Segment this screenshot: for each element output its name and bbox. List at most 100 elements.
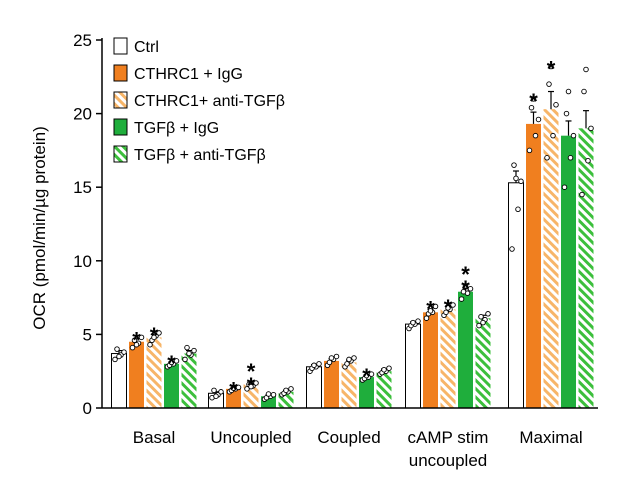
data-point [368,371,375,377]
y-tick-label: 20 [73,105,92,124]
bar [475,318,491,408]
data-point [129,344,136,351]
data-point [485,311,491,317]
bar [181,353,197,408]
significance-star: * [426,296,435,321]
data-point [248,383,254,390]
data-point [526,147,533,154]
data-point [518,178,524,185]
category-label: Basal [133,428,176,447]
data-point [270,392,277,398]
data-point [283,387,289,394]
data-point [553,102,559,108]
data-point [462,283,469,289]
data-point [410,319,416,326]
data-point [567,155,574,161]
data-point [515,206,521,213]
bar [376,371,392,408]
data-point [112,356,118,363]
bar [440,309,456,408]
category-label: Maximal [519,428,582,447]
significance-star: * [229,377,238,402]
legend-label: Ctrl [134,39,159,56]
data-point [147,341,153,348]
bar [526,123,541,409]
data-point [579,191,585,198]
data-point [561,184,568,190]
data-point [460,288,467,295]
data-point [265,391,272,397]
data-point [351,355,357,361]
data-point [467,286,474,292]
bar [578,128,594,408]
bar [359,377,374,408]
plot-area: ************* [111,56,594,409]
data-point [213,393,219,399]
bar [508,182,524,409]
legend-swatch [113,91,128,109]
data-point [182,356,188,363]
legend-label: CTHRC1 + IgG [134,66,243,83]
legend-label: TGFβ + anti-TGFβ [134,147,266,164]
y-tick-label: 5 [83,325,92,344]
data-point [116,353,122,360]
legend-swatch [113,37,128,55]
axes: 0 5 10 15 20 25 Basal Uncoupled Coupled cAMP stim… [73,31,598,470]
data-point [585,157,591,164]
bar [543,109,559,409]
data-point [583,66,589,73]
legend: Ctrl CTHRC1 + IgG CTHRC1+ anti-TGFβ TGFβ + … [113,37,285,164]
data-point [156,330,162,336]
data-point [532,132,539,139]
significance-star: * [362,364,371,389]
data-point [478,313,484,320]
data-point [513,175,519,182]
significance-star: * [247,373,256,398]
bar [341,362,357,408]
legend-label: TGFβ + IgG [134,120,219,137]
data-point [235,384,242,391]
y-tick-label: 10 [73,252,92,271]
significance-star: * [167,351,176,376]
data-point [528,104,535,111]
data-point [138,334,145,341]
data-point [218,389,224,395]
category-label: Uncoupled [210,428,291,447]
data-point [530,96,537,102]
data-point [445,305,451,311]
data-point [316,361,322,367]
category-label: Coupled [317,428,380,447]
data-point [535,116,542,123]
bar [405,323,421,409]
data-point [511,162,517,168]
y-tick-label: 0 [83,399,92,418]
data-point [386,365,392,372]
data-point [184,344,190,351]
data-point [565,88,572,95]
significance-star: * [461,262,470,287]
data-point [131,337,138,344]
significance-star: * [547,56,556,81]
y-tick-label: 25 [73,31,92,50]
significance-star: * [132,327,141,352]
data-point [550,132,556,139]
data-point [114,346,120,352]
data-point [244,386,250,392]
bar [129,341,144,408]
data-point [328,355,335,361]
data-point [191,347,197,354]
significance-star: * [529,89,538,114]
bar [164,363,179,408]
data-point [427,308,434,314]
significance-star: * [247,359,256,384]
data-point [480,319,486,326]
data-point [346,356,352,363]
y-tick-label: 15 [73,178,92,197]
data-point [563,110,570,117]
bar [458,291,473,408]
data-point [121,349,127,355]
legend-label: CTHRC1+ anti-TGFβ [134,93,285,110]
data-point [211,387,217,394]
data-point [432,303,439,310]
